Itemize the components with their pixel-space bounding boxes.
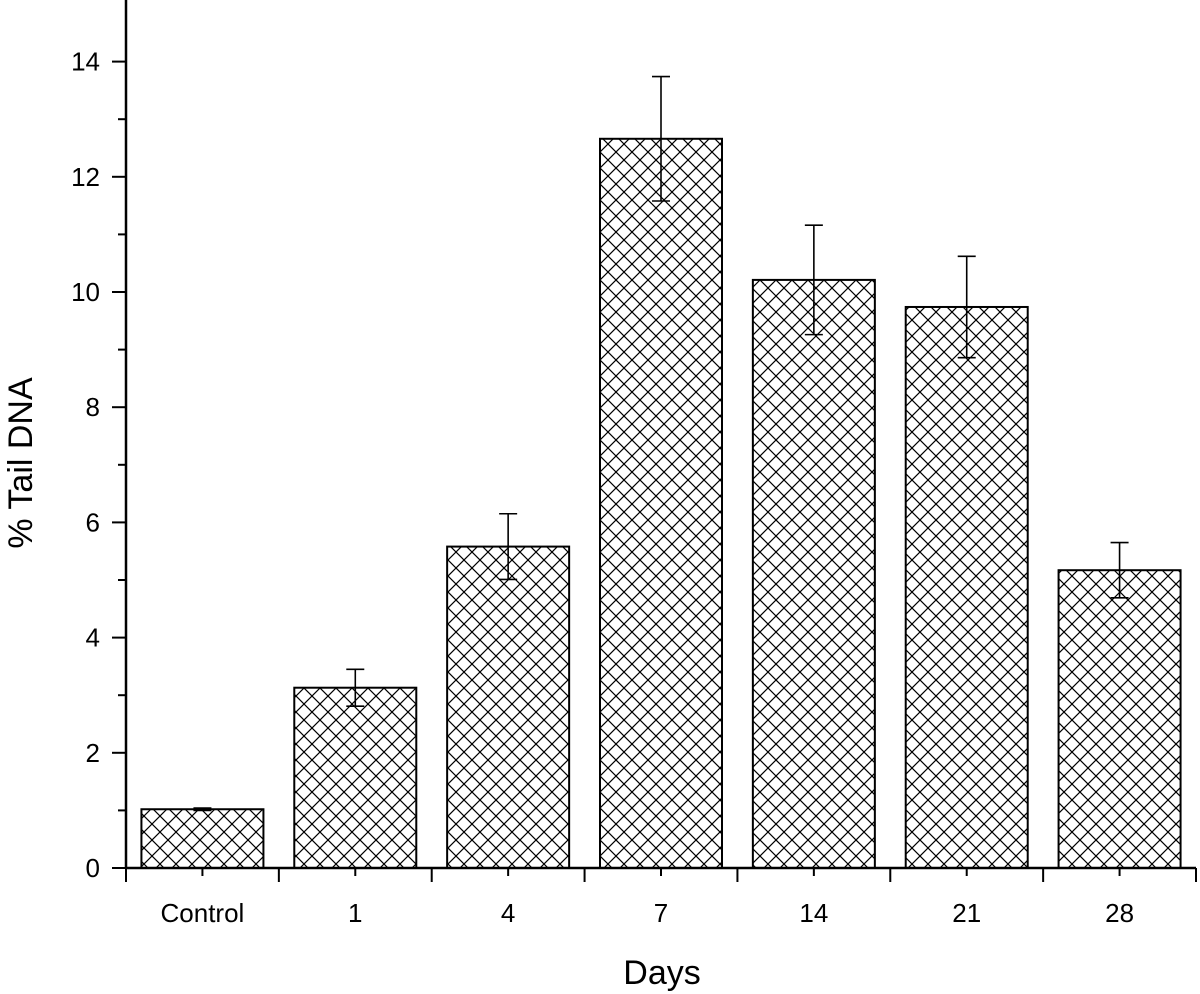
plot-area [140,75,1182,869]
y-tick-label: 0 [86,853,100,883]
x-axis-ticks: Control 1 4 7 14 21 28 [125,868,1197,928]
x-tick-label: 7 [654,898,668,928]
y-tick-label: 8 [86,392,100,422]
bars-group [140,137,1182,869]
error-bar-4 [499,512,518,581]
x-tick-label: 28 [1105,898,1134,928]
x-tick-label: Control [161,898,245,928]
error-bar-1 [346,668,365,707]
x-tick-label: 14 [799,898,828,928]
error-bar-control [193,807,212,812]
error-bar-21 [957,255,976,359]
bar-28 [1057,569,1182,869]
error-bar-28 [1110,541,1129,599]
x-tick-label: 21 [952,898,981,928]
bar-1 [293,686,418,869]
x-tick-label: 4 [501,898,515,928]
bar-14 [751,278,876,869]
bar-4 [446,545,571,869]
error-bar-7 [652,75,670,202]
y-axis-ticks: 0 2 4 6 8 10 12 14 [71,47,126,883]
error-bars-group [193,75,1129,812]
y-tick-label: 2 [86,738,100,768]
x-tick-label: 1 [348,898,362,928]
error-bar-14 [804,224,823,336]
y-axis-title: % Tail DNA [2,377,40,549]
y-tick-label: 14 [71,47,100,77]
x-axis-title: Days [623,954,700,992]
bar-7 [599,137,723,869]
y-tick-label: 4 [86,623,100,653]
y-tick-label: 12 [71,162,100,192]
y-tick-label: 6 [86,507,100,537]
bar-21 [904,305,1029,869]
y-tick-label: 10 [71,277,100,307]
bar-control [140,808,265,869]
